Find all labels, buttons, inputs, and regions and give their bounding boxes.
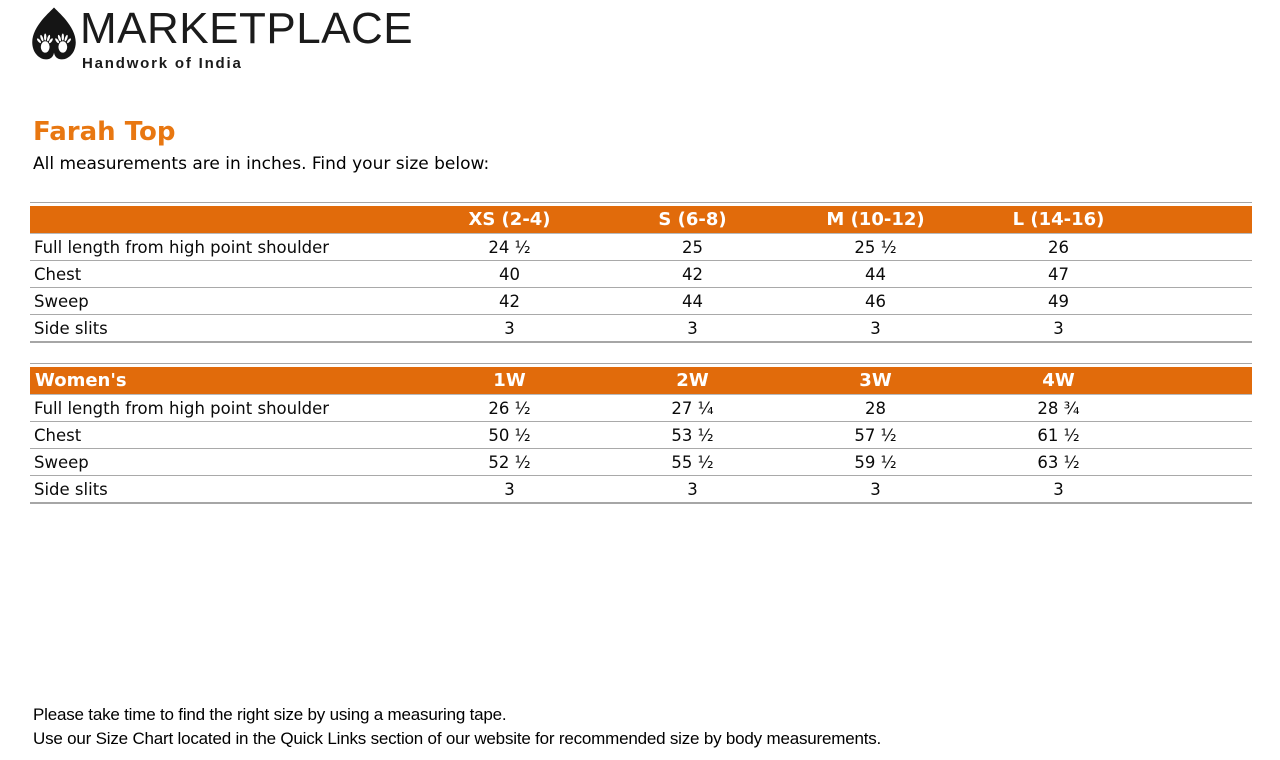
cell-value: 57 ½ [784, 421, 967, 449]
row-label: Side slits [30, 475, 418, 504]
column-header-2w: 2W [601, 367, 784, 395]
marketplace-leaf-hands-icon [28, 6, 80, 64]
cell-value: 47 [967, 260, 1150, 288]
cell-value: 3 [601, 475, 784, 504]
row-label: Full length from high point shoulder [30, 233, 418, 261]
column-header-spacer [1150, 367, 1252, 395]
column-header-1w: 1W [418, 367, 601, 395]
cell-value: 52 ½ [418, 448, 601, 476]
cell-value: 28 ¾ [967, 394, 1150, 422]
row-label: Chest [30, 260, 418, 288]
cell-value: 63 ½ [967, 448, 1150, 476]
row-label: Full length from high point shoulder [30, 394, 418, 422]
row-label: Chest [30, 421, 418, 449]
column-header-l: L (14-16) [967, 206, 1150, 234]
table-row: Chest 50 ½ 53 ½ 57 ½ 61 ½ [30, 421, 1252, 449]
cell-value: 3 [784, 475, 967, 504]
size-table-womens: Women's 1W 2W 3W 4W Full length from hig… [30, 363, 1252, 504]
cell-value: 27 ¼ [601, 394, 784, 422]
cell-value: 42 [601, 260, 784, 288]
brand-tagline: Handwork of India [82, 55, 243, 72]
cell-value: 26 [967, 233, 1150, 261]
cell-value: 3 [601, 314, 784, 343]
cell-value: 26 ½ [418, 394, 601, 422]
column-header-4w: 4W [967, 367, 1150, 395]
cell-value: 40 [418, 260, 601, 288]
row-label: Side slits [30, 314, 418, 343]
table-top-divider [30, 363, 1252, 364]
cell-value: 44 [784, 260, 967, 288]
cell-value: 59 ½ [784, 448, 967, 476]
size-table-regular: XS (2-4) S (6-8) M (10-12) L (14-16) Ful… [30, 202, 1252, 343]
table-row: Full length from high point shoulder 26 … [30, 394, 1252, 422]
brand-name: MARKETPLACE [80, 4, 414, 53]
table-row: Side slits 3 3 3 3 [30, 475, 1252, 504]
table-header-label [30, 206, 418, 234]
table-row: Side slits 3 3 3 3 [30, 314, 1252, 343]
table-row: Sweep 42 44 46 49 [30, 287, 1252, 315]
sizing-instructions: Please take time to find the right size … [33, 703, 881, 751]
table-row: Sweep 52 ½ 55 ½ 59 ½ 63 ½ [30, 448, 1252, 476]
cell-value: 25 [601, 233, 784, 261]
cell-value: 28 [784, 394, 967, 422]
table-header-row: Women's 1W 2W 3W 4W [30, 367, 1252, 395]
cell-value: 46 [784, 287, 967, 315]
cell-value: 61 ½ [967, 421, 1150, 449]
column-header-s: S (6-8) [601, 206, 784, 234]
column-header-spacer [1150, 206, 1252, 234]
table-top-divider [30, 202, 1252, 203]
page-title: Farah Top [33, 117, 176, 147]
cell-value: 42 [418, 287, 601, 315]
table-row: Full length from high point shoulder 24 … [30, 233, 1252, 261]
cell-value: 25 ½ [784, 233, 967, 261]
page-subtitle: All measurements are in inches. Find you… [33, 154, 490, 174]
cell-value: 3 [784, 314, 967, 343]
cell-value: 24 ½ [418, 233, 601, 261]
cell-value: 3 [967, 475, 1150, 504]
cell-value: 3 [967, 314, 1150, 343]
column-header-m: M (10-12) [784, 206, 967, 234]
cell-value: 3 [418, 314, 601, 343]
cell-value: 44 [601, 287, 784, 315]
table-header-row: XS (2-4) S (6-8) M (10-12) L (14-16) [30, 206, 1252, 234]
column-header-3w: 3W [784, 367, 967, 395]
brand-logo: MARKETPLACE Handwork of India [28, 6, 413, 72]
column-header-xs: XS (2-4) [418, 206, 601, 234]
row-label: Sweep [30, 287, 418, 315]
cell-value: 55 ½ [601, 448, 784, 476]
table-header-label-womens: Women's [30, 367, 418, 395]
table-row: Chest 40 42 44 47 [30, 260, 1252, 288]
cell-value: 53 ½ [601, 421, 784, 449]
cell-value: 49 [967, 287, 1150, 315]
cell-value: 3 [418, 475, 601, 504]
cell-value: 50 ½ [418, 421, 601, 449]
sizing-instructions-line2: Use our Size Chart located in the Quick … [33, 729, 882, 748]
row-label: Sweep [30, 448, 418, 476]
sizing-instructions-line1: Please take time to find the right size … [33, 705, 507, 724]
